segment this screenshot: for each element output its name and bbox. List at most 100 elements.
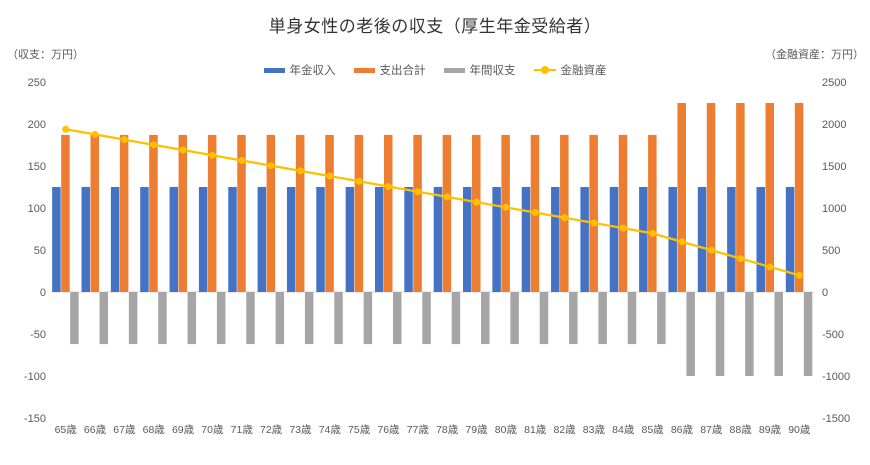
x-label-79歳: 79歳 — [465, 424, 488, 436]
marker-assets-73歳 — [296, 167, 304, 175]
marker-assets-85歳 — [649, 229, 657, 237]
bar-expenses-76歳 — [383, 134, 393, 292]
bar-expenses-65歳 — [61, 134, 70, 292]
bar-balance-69歳 — [187, 292, 197, 345]
legend-label-pension: 年金収入 — [289, 65, 336, 77]
marker-assets-75歳 — [355, 177, 363, 185]
marker-assets-77歳 — [414, 188, 422, 196]
marker-assets-82歳 — [561, 214, 569, 222]
bar-pension-88歳 — [727, 187, 736, 292]
bar-expenses-82歳 — [560, 134, 569, 292]
marker-assets-87歳 — [707, 246, 715, 254]
bar-expenses-88歳 — [736, 103, 745, 292]
marker-assets-68歳 — [150, 141, 158, 149]
bar-balance-83歳 — [598, 292, 607, 345]
tick-left-150: 150 — [28, 161, 46, 173]
legend-item-pension: 年金収入 — [263, 62, 336, 78]
bar-pension-66歳 — [81, 187, 91, 292]
marker-assets-86歳 — [678, 238, 686, 246]
bar-balance-82歳 — [569, 292, 578, 345]
marker-assets-90歳 — [795, 271, 803, 279]
tick-right-1000: 1000 — [822, 203, 846, 215]
tick-left--50: -50 — [30, 329, 46, 341]
bar-expenses-83歳 — [589, 134, 598, 292]
right-axis-caption: （金融資産：万円） — [765, 49, 864, 61]
marker-assets-89歳 — [766, 263, 774, 271]
bar-balance-86歳 — [686, 292, 695, 376]
bar-pension-71歳 — [228, 187, 237, 292]
marker-assets-69歳 — [179, 146, 187, 154]
tick-left-50: 50 — [34, 245, 46, 257]
x-label-71歳: 71歳 — [231, 424, 254, 436]
marker-assets-76歳 — [384, 182, 392, 190]
bar-balance-68歳 — [158, 292, 167, 345]
tick-right-0: 0 — [822, 287, 828, 299]
bar-balance-89歳 — [774, 292, 783, 376]
x-label-67歳: 67歳 — [113, 424, 136, 436]
tick-right-2000: 2000 — [822, 119, 846, 131]
marker-assets-67歳 — [120, 136, 128, 144]
bar-expenses-86歳 — [677, 103, 686, 292]
bar-pension-82歳 — [551, 187, 560, 292]
legend-swatch-assets-line-icon — [533, 66, 556, 75]
legend-item-expenses: 支出合計 — [353, 62, 426, 78]
tick-right--500: -500 — [822, 329, 844, 341]
marker-assets-66歳 — [91, 130, 99, 138]
bar-expenses-69歳 — [178, 134, 188, 292]
tick-right-500: 500 — [822, 245, 840, 257]
legend-label-balance: 年間収支 — [469, 65, 516, 77]
tick-left--100: -100 — [24, 371, 46, 383]
bar-expenses-79歳 — [472, 134, 481, 292]
tick-right-1500: 1500 — [822, 161, 846, 173]
x-label-85歳: 85歳 — [642, 424, 665, 436]
marker-assets-65歳 — [62, 125, 70, 133]
bar-balance-72歳 — [275, 292, 285, 345]
x-label-77歳: 77歳 — [407, 424, 430, 436]
bar-pension-76歳 — [374, 187, 384, 292]
bar-balance-77歳 — [422, 292, 431, 345]
marker-assets-84歳 — [619, 224, 627, 232]
tick-right--1500: -1500 — [822, 413, 850, 425]
marker-assets-80歳 — [502, 203, 510, 211]
legend-item-balance: 年間収支 — [443, 62, 516, 78]
x-label-68歳: 68歳 — [143, 424, 166, 436]
x-label-75歳: 75歳 — [348, 424, 371, 436]
chart-title: 単身女性の老後の収支（厚生年金受給者） — [268, 17, 602, 36]
x-label-74歳: 74歳 — [319, 424, 342, 436]
x-label-65歳: 65歳 — [55, 424, 78, 436]
x-label-82歳: 82歳 — [553, 424, 576, 436]
bar-pension-85歳 — [639, 187, 648, 292]
x-label-80歳: 80歳 — [495, 424, 518, 436]
bar-pension-78歳 — [433, 187, 443, 292]
bar-balance-79歳 — [481, 292, 490, 345]
x-label-72歳: 72歳 — [260, 424, 283, 436]
bar-pension-74歳 — [316, 187, 325, 292]
bar-balance-76歳 — [392, 292, 402, 345]
legend: 年金収入 支出合計 年間収支 金融資産 — [0, 62, 870, 78]
marker-assets-71歳 — [238, 156, 246, 164]
tick-left-0: 0 — [40, 287, 46, 299]
tick-left--150: -150 — [24, 413, 46, 425]
x-label-84歳: 84歳 — [612, 424, 635, 436]
x-label-78歳: 78歳 — [436, 424, 459, 436]
bar-balance-85歳 — [657, 292, 666, 345]
marker-assets-74歳 — [326, 172, 334, 180]
legend-label-assets: 金融資産 — [560, 65, 607, 77]
tick-left-250: 250 — [28, 77, 46, 89]
x-label-69歳: 69歳 — [172, 424, 195, 436]
bar-expenses-71歳 — [237, 134, 246, 292]
legend-label-expenses: 支出合計 — [379, 65, 426, 77]
bar-pension-87歳 — [697, 187, 707, 292]
legend-swatch-expenses — [353, 67, 375, 73]
x-label-88歳: 88歳 — [730, 424, 753, 436]
bar-pension-89歳 — [756, 187, 765, 292]
bar-expenses-74歳 — [325, 134, 334, 292]
bar-expenses-84歳 — [618, 134, 628, 292]
bar-pension-77歳 — [404, 187, 413, 292]
x-label-89歳: 89歳 — [759, 424, 782, 436]
bar-balance-75歳 — [363, 292, 373, 345]
bar-pension-67歳 — [110, 187, 120, 292]
marker-assets-72歳 — [267, 162, 275, 170]
bar-pension-73歳 — [286, 187, 296, 292]
